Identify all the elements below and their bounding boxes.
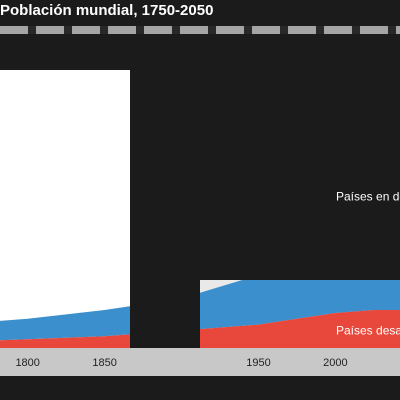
decorative-dash-row: [0, 26, 400, 34]
occluder-block-top-right: [200, 36, 400, 280]
series-label-developing: Países en desarrollo: [336, 190, 400, 204]
x-axis-band: [0, 348, 400, 376]
x-tick-label: 2000: [323, 357, 347, 369]
x-tick-label: 1950: [246, 357, 270, 369]
series-label-developed: Países desarrollados: [336, 323, 400, 337]
title-bar: Población mundial, 1750-2050: [0, 0, 400, 24]
chart-area: 1800 1850 1950 2000 Países en desarrollo País…: [0, 36, 400, 376]
x-tick-label: 1800: [15, 357, 39, 369]
plot-panel-left: [0, 70, 130, 348]
area-developed-countries: [0, 310, 400, 348]
chart-title: Población mundial, 1750-2050: [0, 2, 214, 19]
x-tick-label: 1850: [92, 357, 116, 369]
occluder-block: [130, 36, 200, 348]
